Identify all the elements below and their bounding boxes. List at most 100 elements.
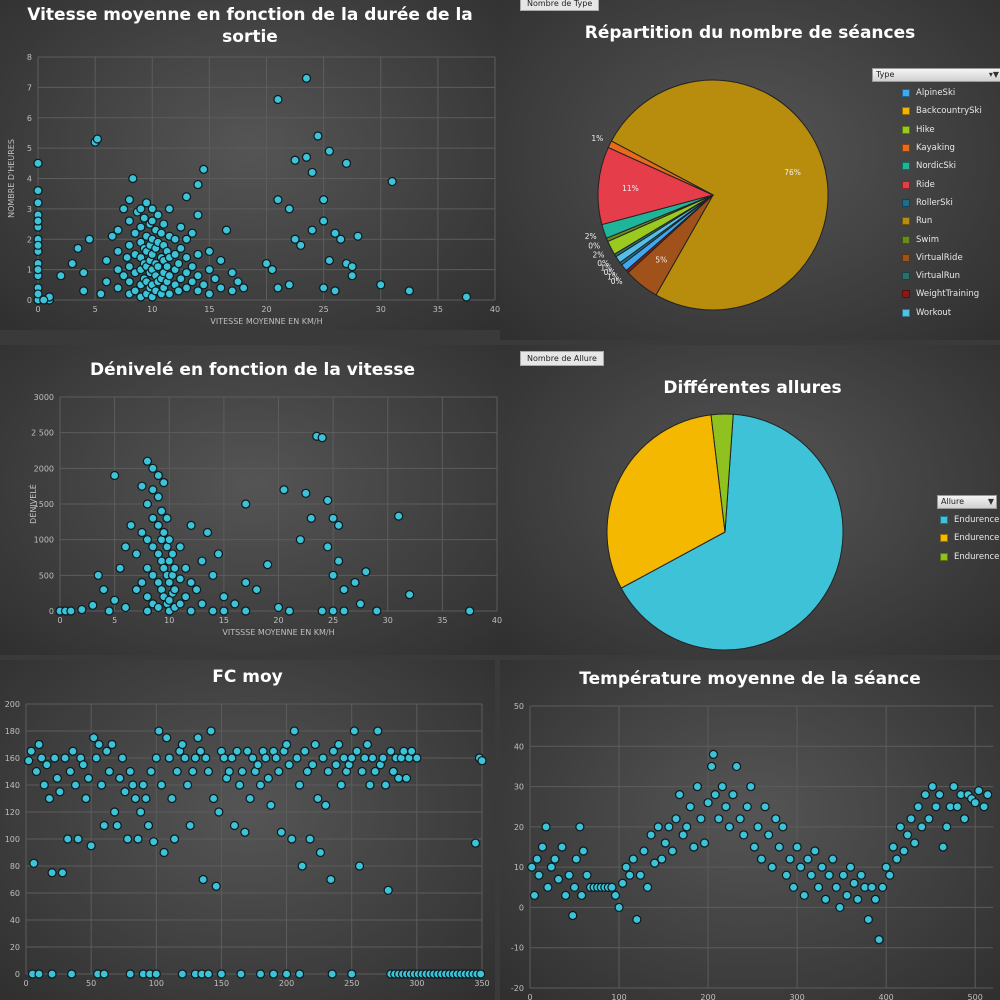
legend-swatch bbox=[902, 107, 910, 116]
data-point bbox=[949, 781, 959, 792]
data-point bbox=[327, 969, 337, 979]
data-point bbox=[326, 874, 336, 885]
x-tick-label: 15 bbox=[204, 305, 214, 314]
data-point bbox=[153, 492, 163, 502]
x-tick-label: 5 bbox=[93, 305, 98, 314]
data-point bbox=[781, 870, 792, 880]
data-point bbox=[169, 834, 180, 844]
y-tick-label: 200 bbox=[5, 700, 20, 709]
filter-icon[interactable]: ▼ bbox=[987, 497, 994, 506]
data-point bbox=[707, 761, 717, 772]
data-point bbox=[874, 935, 884, 945]
data-point bbox=[156, 780, 167, 790]
data-point bbox=[692, 781, 702, 792]
data-point bbox=[37, 753, 47, 763]
data-point bbox=[34, 969, 44, 979]
data-point bbox=[632, 914, 642, 925]
data-point bbox=[177, 969, 187, 979]
y-tick-label: 2 500 bbox=[31, 429, 54, 438]
legend-label: Workout bbox=[916, 307, 952, 318]
data-point bbox=[394, 511, 404, 521]
data-point bbox=[913, 802, 923, 812]
data-point bbox=[657, 854, 667, 864]
data-point bbox=[650, 858, 660, 868]
data-point bbox=[170, 234, 180, 244]
data-point bbox=[292, 753, 302, 763]
y-tick-label: 20 bbox=[514, 823, 524, 832]
legend: Endurence1 Endurence2 Endurence3 bbox=[940, 511, 1000, 566]
data-point bbox=[856, 870, 866, 880]
data-point bbox=[306, 513, 316, 523]
data-point bbox=[917, 822, 927, 832]
legend-filter-allure[interactable]: Allure ▼ bbox=[937, 495, 997, 509]
data-point bbox=[148, 485, 158, 495]
data-point bbox=[180, 753, 190, 763]
data-point bbox=[281, 739, 292, 750]
data-point bbox=[979, 802, 989, 812]
data-point bbox=[685, 802, 695, 812]
data-point bbox=[774, 842, 784, 852]
data-point bbox=[137, 577, 147, 588]
legend-label: RollerSki bbox=[916, 197, 953, 208]
chart-title: FC moy bbox=[212, 667, 283, 687]
data-point bbox=[143, 820, 154, 831]
data-point bbox=[193, 271, 203, 281]
pivot-field-button[interactable]: Nombre de Type bbox=[520, 0, 600, 11]
data-point bbox=[173, 286, 184, 296]
data-point bbox=[230, 599, 240, 609]
data-point bbox=[828, 854, 838, 864]
data-point bbox=[125, 766, 135, 777]
data-point bbox=[128, 173, 138, 184]
data-point bbox=[276, 827, 286, 837]
panel-speed-duration: Vitesse moyenne en fonction de la durée … bbox=[0, 0, 500, 330]
data-point bbox=[167, 549, 178, 559]
data-point bbox=[881, 862, 891, 872]
data-point bbox=[361, 567, 371, 577]
x-tick-label: 35 bbox=[433, 305, 443, 314]
legend-item: Endurence2 bbox=[940, 529, 1000, 547]
data-point bbox=[324, 255, 334, 266]
data-point bbox=[404, 286, 414, 296]
data-point bbox=[206, 726, 216, 736]
data-point bbox=[703, 798, 713, 808]
legend-filter-type[interactable]: Type ▾▼ bbox=[872, 68, 1000, 82]
pivot-field-button[interactable]: Nombre de Allure bbox=[520, 351, 604, 366]
data-point bbox=[892, 854, 902, 864]
data-point bbox=[115, 773, 125, 783]
data-point bbox=[120, 787, 130, 797]
data-point bbox=[164, 204, 174, 214]
data-point bbox=[33, 158, 43, 168]
data-point bbox=[323, 495, 333, 506]
data-point bbox=[112, 820, 122, 831]
chart-title: Différentes allures bbox=[663, 378, 842, 398]
data-point bbox=[367, 753, 378, 763]
data-point bbox=[109, 807, 120, 817]
data-point bbox=[142, 535, 152, 545]
data-point bbox=[849, 878, 859, 888]
data-point bbox=[315, 847, 326, 858]
legend-label: VirtualRun bbox=[916, 271, 961, 282]
data-point bbox=[44, 793, 55, 804]
data-point bbox=[388, 766, 399, 777]
data-point bbox=[835, 902, 845, 913]
panel-allures-pie: Nombre de Allure Différentes allures All… bbox=[505, 345, 1000, 655]
x-tick-label: 0 bbox=[23, 979, 28, 988]
x-tick-label: 100 bbox=[149, 979, 164, 988]
data-point bbox=[191, 585, 202, 595]
data-point bbox=[164, 271, 174, 281]
y-tick-label: 6 bbox=[27, 114, 32, 123]
data-point bbox=[764, 830, 774, 840]
data-point bbox=[39, 295, 49, 305]
data-point bbox=[198, 874, 208, 885]
data-point bbox=[113, 283, 123, 293]
y-tick-label: 2000 bbox=[34, 464, 54, 473]
data-point bbox=[821, 894, 831, 904]
data-point bbox=[546, 862, 556, 872]
chart-title: Dénivelé en fonction de la vitesse bbox=[89, 360, 416, 380]
x-tick-label: 20 bbox=[273, 616, 283, 625]
filter-icon[interactable]: ▾▼ bbox=[988, 70, 999, 79]
data-point bbox=[136, 204, 146, 214]
data-point bbox=[181, 192, 192, 202]
data-point bbox=[714, 814, 724, 824]
data-point bbox=[771, 814, 781, 824]
